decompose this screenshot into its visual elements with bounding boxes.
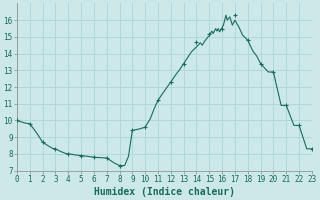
X-axis label: Humidex (Indice chaleur): Humidex (Indice chaleur)	[94, 186, 235, 197]
